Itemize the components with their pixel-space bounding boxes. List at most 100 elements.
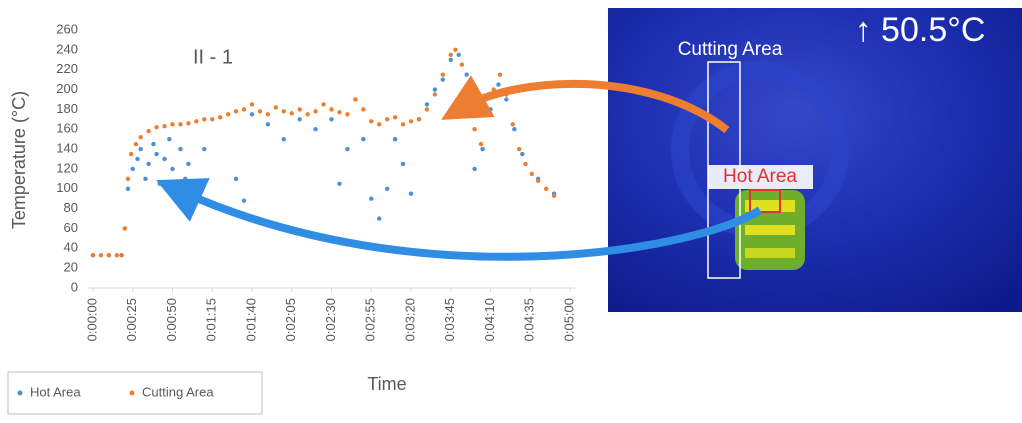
data-point: [119, 253, 123, 257]
data-point: [523, 162, 527, 166]
y-tick-label: 40: [64, 240, 78, 255]
y-tick-label: 180: [56, 101, 78, 116]
data-point: [401, 162, 405, 166]
data-point: [496, 82, 500, 86]
data-point: [274, 105, 278, 109]
data-point: [401, 122, 405, 126]
data-point: [242, 198, 246, 202]
data-point: [266, 112, 270, 116]
x-tick-label: 0:00:50: [164, 298, 179, 341]
data-point: [99, 253, 103, 257]
data-point: [154, 125, 158, 129]
y-tick-label: 120: [56, 160, 78, 175]
data-point: [479, 142, 483, 146]
data-point: [449, 58, 453, 62]
data-point: [321, 102, 325, 106]
data-point: [167, 137, 171, 141]
data-point: [170, 167, 174, 171]
data-point: [135, 157, 139, 161]
y-tick-label: 60: [64, 220, 78, 235]
data-point: [329, 117, 333, 121]
data-point: [425, 107, 429, 111]
x-tick-label: 0:05:00: [561, 298, 576, 341]
data-point: [210, 117, 214, 121]
data-point: [131, 167, 135, 171]
data-point: [194, 119, 198, 123]
data-point: [298, 117, 302, 121]
data-point: [361, 107, 365, 111]
data-point: [393, 115, 397, 119]
data-point: [385, 117, 389, 121]
data-point: [544, 187, 548, 191]
data-point: [186, 121, 190, 125]
data-point: [282, 109, 286, 113]
data-point: [530, 172, 534, 176]
x-tick-label: 0:01:40: [243, 298, 258, 341]
data-point: [158, 182, 162, 186]
data-point: [202, 147, 206, 151]
data-point: [146, 129, 150, 133]
data-point: [242, 107, 246, 111]
cutting-area-label: Cutting Area: [678, 39, 783, 60]
data-point: [433, 92, 437, 96]
data-point: [488, 107, 492, 111]
data-point: [480, 147, 484, 151]
x-tick-label: 0:02:05: [283, 298, 298, 341]
x-tick-label: 0:00:00: [84, 298, 99, 341]
data-point: [154, 152, 158, 156]
data-point: [512, 127, 516, 131]
data-point: [511, 122, 515, 126]
thermal-image: ↑ 50.5°C Cutting Area Hot Area: [608, 8, 1022, 312]
data-point: [186, 162, 190, 166]
data-point: [202, 117, 206, 121]
data-point: [183, 177, 187, 181]
data-point: [139, 135, 143, 139]
y-tick-label: 20: [64, 260, 78, 275]
y-tick-label: 220: [56, 61, 78, 76]
data-point: [250, 102, 254, 106]
data-point: [126, 177, 130, 181]
legend-label: Hot Area: [30, 384, 81, 399]
data-point: [337, 182, 341, 186]
data-point: [313, 127, 317, 131]
y-tick-label: 0: [71, 279, 78, 294]
legend-label: Cutting Area: [142, 384, 214, 399]
y-tick-label: 240: [56, 41, 78, 56]
data-point: [298, 107, 302, 111]
data-point: [485, 112, 489, 116]
data-point: [453, 48, 457, 52]
x-tick-label: 0:02:30: [323, 298, 338, 341]
data-point: [250, 112, 254, 116]
data-point: [460, 63, 464, 67]
x-tick-label: 0:04:35: [522, 298, 537, 341]
data-point: [466, 87, 470, 91]
data-point: [170, 122, 174, 126]
data-point: [417, 117, 421, 121]
data-point: [126, 187, 130, 191]
y-tick-label: 100: [56, 180, 78, 195]
data-point: [472, 167, 476, 171]
data-point: [305, 112, 309, 116]
data-point: [393, 137, 397, 141]
data-point: [369, 119, 373, 123]
x-axis-title: Time: [367, 374, 406, 394]
data-point: [234, 177, 238, 181]
legend-marker: [130, 391, 135, 396]
y-tick-label: 80: [64, 200, 78, 215]
data-point: [385, 187, 389, 191]
x-tick-label: 0:03:45: [442, 298, 457, 341]
data-point: [377, 122, 381, 126]
data-point: [282, 137, 286, 141]
legend-marker: [18, 391, 23, 396]
x-tick-label: 0:04:10: [482, 298, 497, 341]
data-point: [178, 147, 182, 151]
data-point: [290, 111, 294, 115]
data-point: [441, 77, 445, 81]
data-point: [143, 177, 147, 181]
x-tick-label: 0:02:55: [363, 298, 378, 341]
data-point: [151, 142, 155, 146]
chart-title: II - 1: [193, 46, 233, 68]
data-point: [425, 102, 429, 106]
data-point: [464, 72, 468, 76]
data-point: [345, 112, 349, 116]
